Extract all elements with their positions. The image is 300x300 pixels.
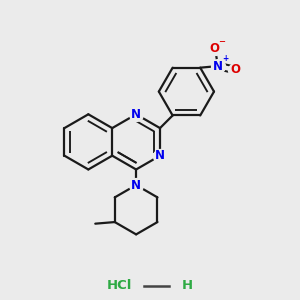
Text: H: H — [182, 279, 193, 292]
Text: O: O — [230, 64, 240, 76]
Text: N: N — [155, 149, 165, 162]
Text: +: + — [222, 54, 228, 63]
Text: HCl: HCl — [106, 279, 132, 292]
Text: N: N — [213, 60, 223, 73]
Text: O: O — [210, 42, 220, 55]
Text: N: N — [131, 108, 141, 121]
Text: −: − — [218, 37, 225, 46]
Text: N: N — [131, 178, 141, 192]
